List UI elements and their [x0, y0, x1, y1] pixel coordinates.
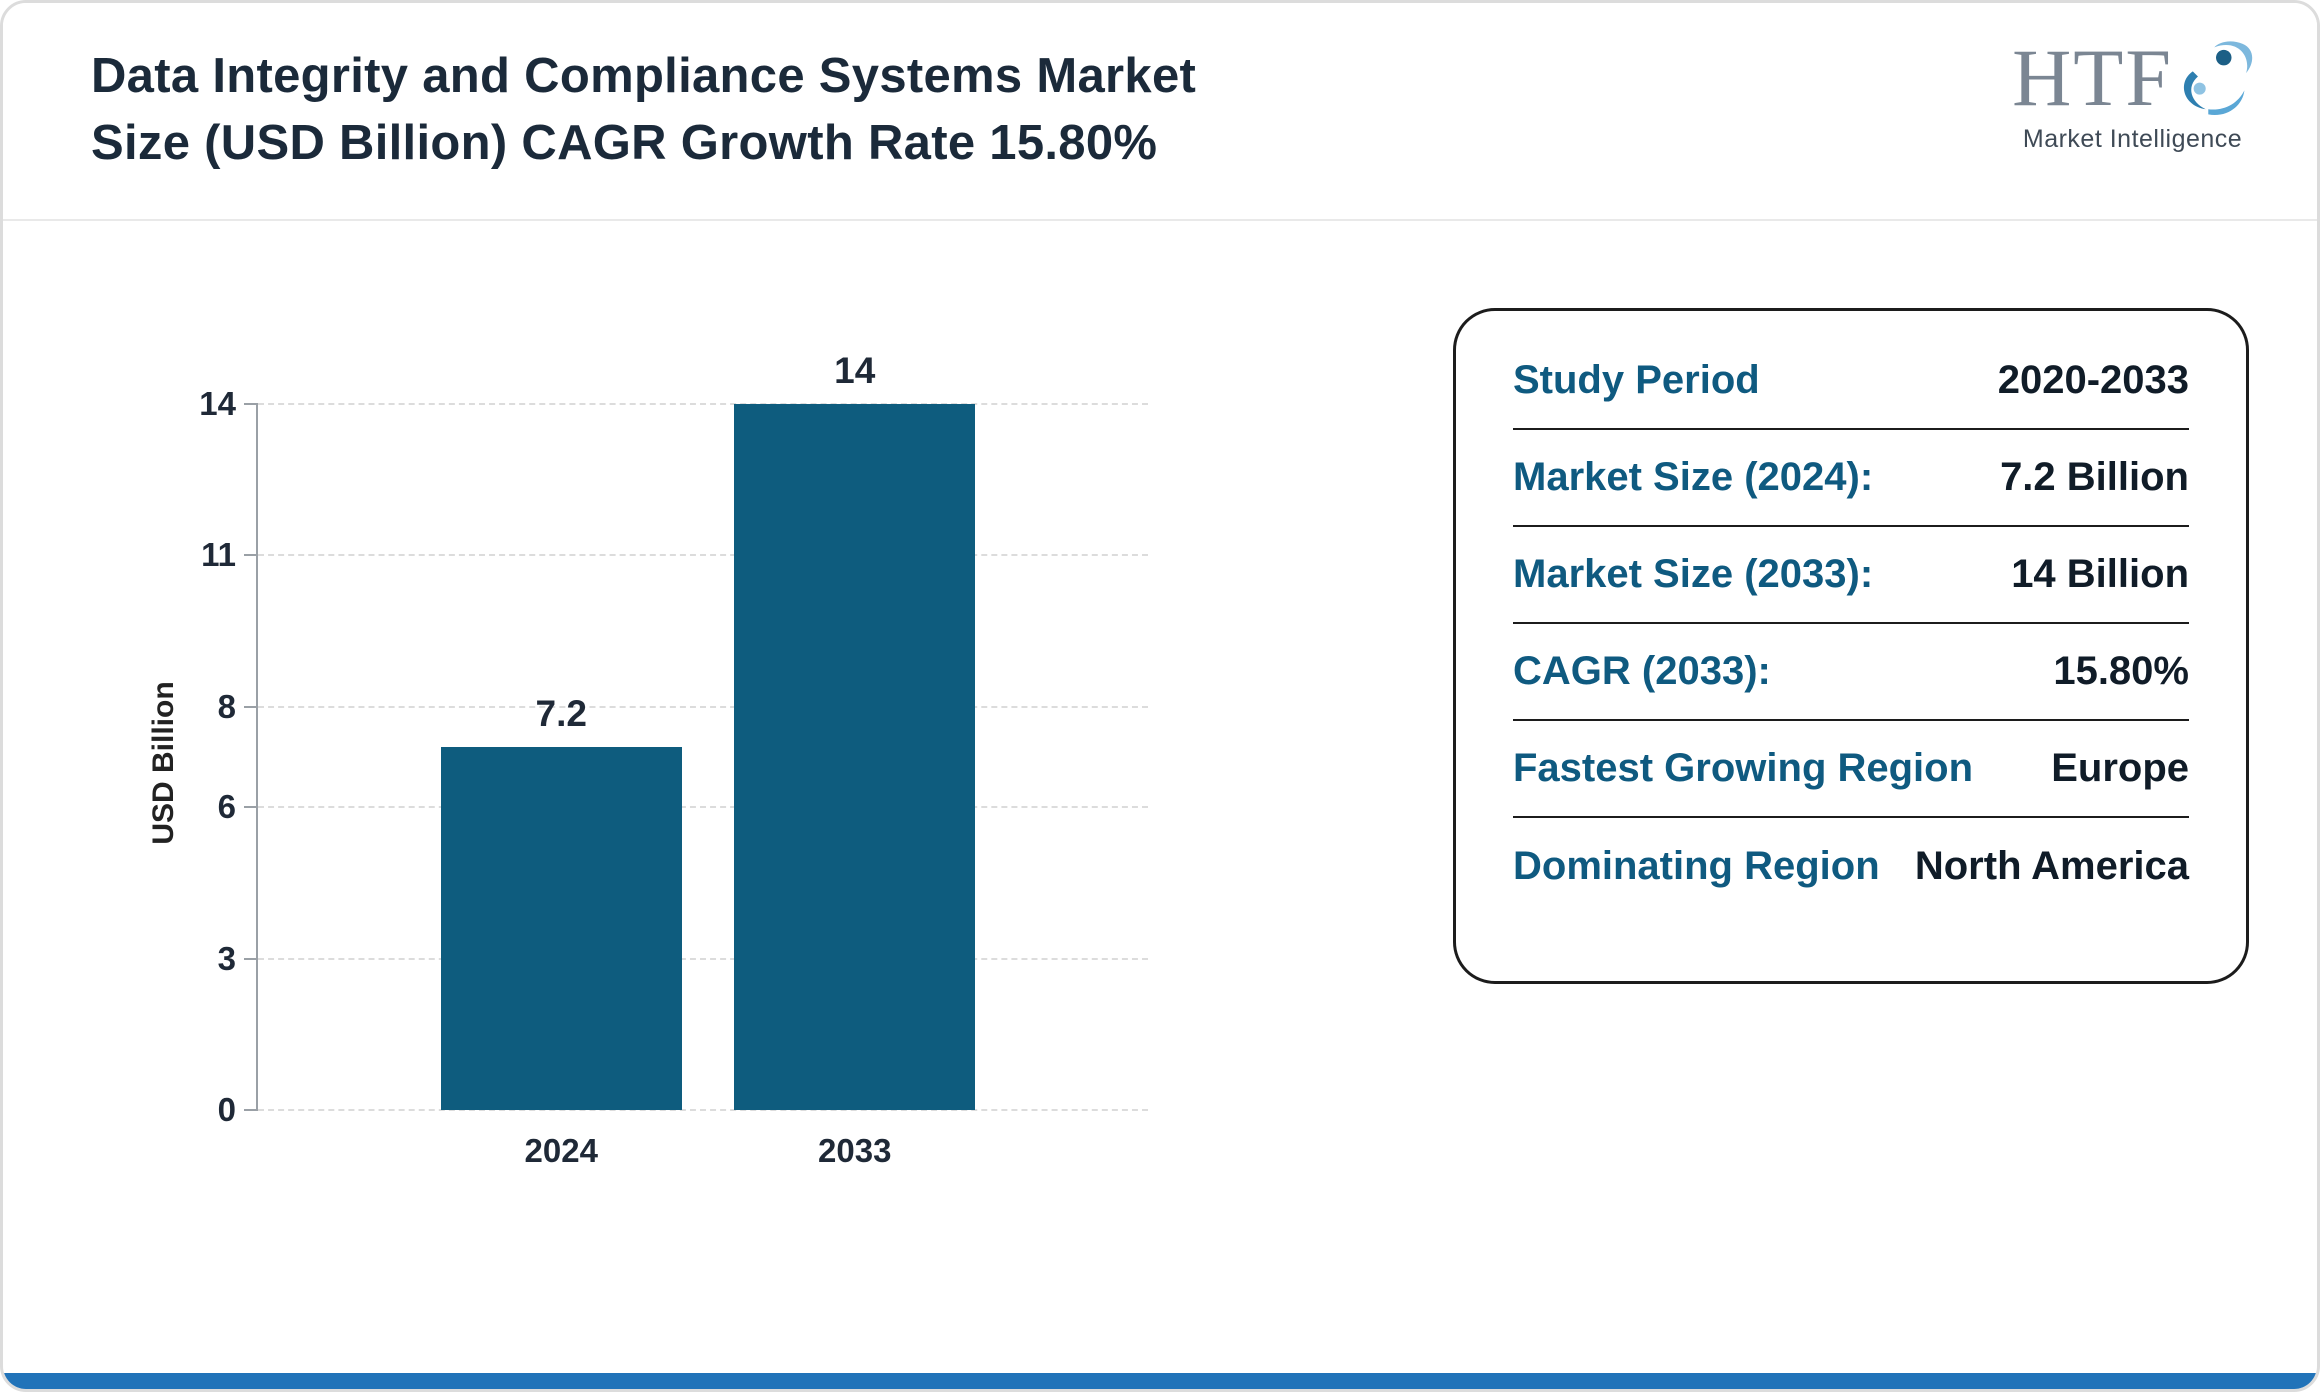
info-row-fastest-growing-region: Fastest Growing Region Europe — [1513, 721, 2189, 818]
footer-bar — [3, 1373, 2317, 1389]
gridline-0 — [258, 1109, 1148, 1111]
info-value: Europe — [2051, 746, 2189, 790]
info-label: Study Period — [1513, 358, 1760, 402]
logo-swirl-icon — [2183, 41, 2253, 115]
y-tick-label-11: 11 — [201, 536, 236, 574]
htf-logo-text: HTF — [2012, 32, 2173, 123]
y-tickmark-6 — [244, 806, 258, 809]
gridline-8 — [258, 705, 1148, 708]
info-card: Study Period 2020-2033 Market Size (2024… — [1453, 308, 2249, 984]
gridline-3 — [258, 957, 1148, 960]
info-row-study-period: Study Period 2020-2033 — [1513, 333, 2189, 430]
bar-value-label-2024: 7.2 — [535, 692, 587, 734]
info-value: 14 Billion — [2011, 552, 2189, 596]
header: Data Integrity and Compliance Systems Ma… — [3, 3, 2317, 221]
y-tickmark-14 — [244, 403, 258, 405]
info-row-market-size-2024: Market Size (2024): 7.2 Billion — [1513, 430, 2189, 527]
gridline-11 — [258, 554, 1148, 557]
info-row-cagr: CAGR (2033): 15.80% — [1513, 624, 2189, 721]
y-tickmark-0 — [244, 1109, 258, 1111]
info-label: Dominating Region — [1513, 844, 1880, 888]
page-title-line1: Data Integrity and Compliance Systems Ma… — [91, 49, 1197, 103]
y-tickmark-11 — [244, 554, 258, 557]
gridline-14 — [258, 403, 1148, 405]
info-row-market-size-2033: Market Size (2033): 14 Billion — [1513, 527, 2189, 624]
y-tick-label-6: 6 — [217, 788, 236, 826]
info-row-dominating-region: Dominating Region North America — [1513, 818, 2189, 915]
info-value: 7.2 Billion — [2000, 455, 2189, 499]
y-tick-label-8: 8 — [217, 687, 236, 725]
bar-2024 — [440, 746, 682, 1110]
info-value: 15.80% — [2053, 649, 2189, 693]
x-tick-label-2033: 2033 — [818, 1132, 892, 1169]
info-label: Market Size (2033): — [1513, 552, 1874, 596]
htf-logo-subtitle: Market Intelligence — [2022, 125, 2243, 153]
y-tick-label-0: 0 — [217, 1091, 236, 1128]
bar-2033 — [734, 404, 976, 1110]
info-label: CAGR (2033): — [1513, 649, 1771, 693]
x-tick-label-2024: 2024 — [524, 1132, 598, 1169]
gridline-6 — [258, 806, 1148, 809]
info-label: Fastest Growing Region — [1513, 746, 1974, 790]
info-value: North America — [1914, 844, 2189, 888]
bar-value-label-2033: 14 — [834, 350, 876, 391]
y-tick-label-14: 14 — [199, 385, 236, 422]
info-label: Market Size (2024): — [1513, 455, 1874, 499]
y-tick-label-3: 3 — [217, 939, 236, 977]
y-tickmark-3 — [244, 957, 258, 960]
htf-logo: HTF Market Intelligence — [2012, 37, 2253, 154]
y-tickmark-8 — [244, 705, 258, 708]
htf-logo-top: HTF — [2012, 37, 2253, 123]
page-title: Data Integrity and Compliance Systems Ma… — [91, 43, 1196, 177]
info-value: 2020-2033 — [1997, 358, 2189, 402]
chart-plot: 0 3 6 8 11 14 7.2 2024 14 2033 — [199, 350, 1148, 1169]
page-title-line2: Size (USD Billion) CAGR Growth Rate 15.8… — [91, 116, 1158, 171]
